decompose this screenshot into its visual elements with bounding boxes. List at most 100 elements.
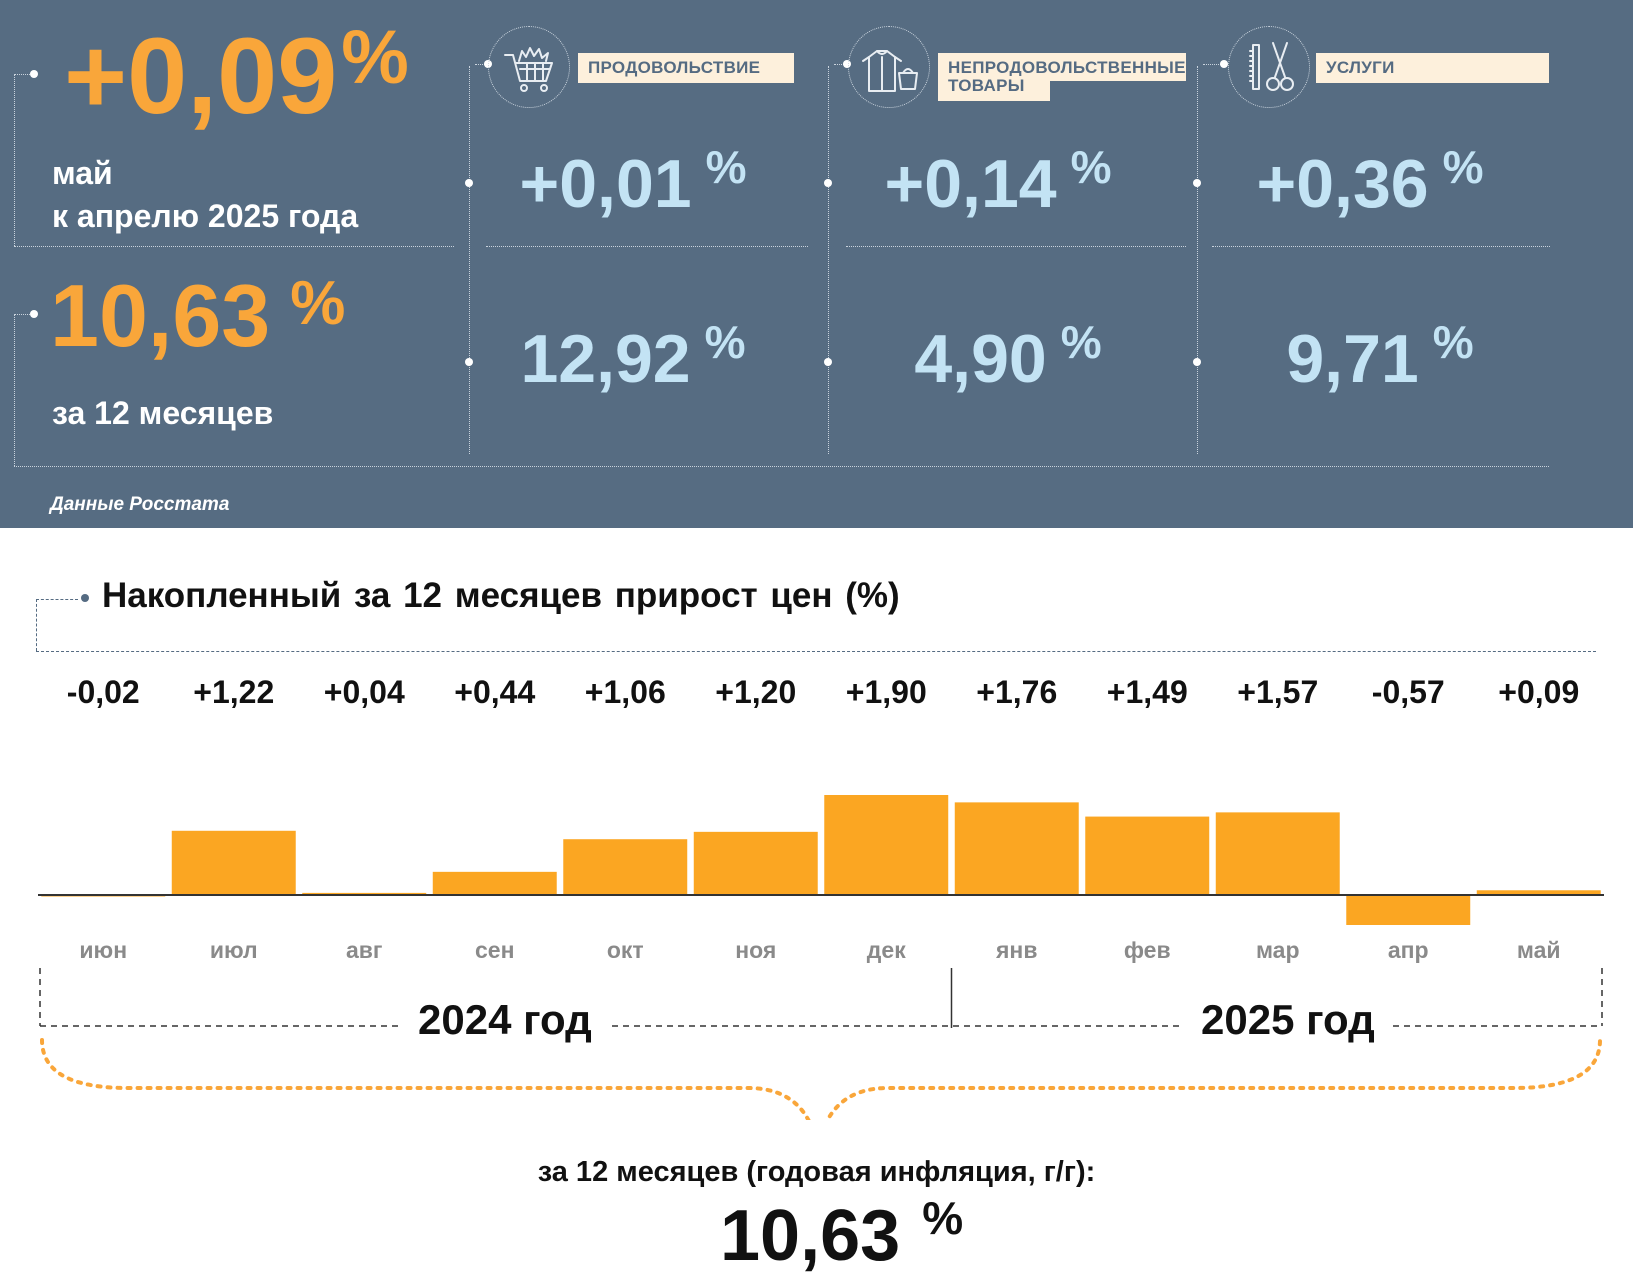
frame-line [14, 74, 34, 75]
connector-dot [30, 70, 38, 78]
annual-inflation-value: 10,63% [720, 1192, 964, 1277]
column-divider [469, 66, 470, 454]
connector-dot [465, 179, 473, 187]
value-label-фев: +1,49 [1107, 674, 1188, 710]
value-label-сен: +0,44 [454, 674, 535, 710]
nonfood-annual-unit: % [1060, 316, 1102, 368]
month-label-фев: фев [1124, 937, 1171, 963]
month-label-июн: июн [79, 937, 127, 963]
month-label-мар: мар [1256, 937, 1300, 963]
column-divider [1197, 66, 1198, 454]
annual-change-number: 10,63 [50, 266, 271, 365]
monthly-label-month: май [52, 155, 113, 191]
value-label-авг: +0,04 [324, 674, 405, 710]
month-label-май: май [1517, 937, 1561, 963]
frame-line [14, 466, 1549, 467]
connector-dot [30, 310, 38, 318]
annual-change-value: 10,63% [50, 272, 345, 360]
title-connector [36, 599, 37, 651]
month-label-окт: окт [607, 937, 644, 963]
category-tag-food: ПРОДОВОЛЬСТВИЕ [578, 53, 794, 83]
food-monthly-unit: % [705, 141, 747, 193]
frame-line [14, 246, 454, 247]
data-source-note: Данные Росстата [50, 494, 230, 515]
summary-panel: +0,09% май к апрелю 2025 года 10,63% за … [0, 0, 1633, 528]
monthly-change-value: +0,09% [64, 20, 409, 130]
food-monthly-number: +0,01 [519, 146, 692, 222]
value-label-ноя: +1,20 [715, 674, 796, 710]
bar-chart: -0,02 июн +1,22 июл +0,04 авг +0,44 сен +1,06 окт… [38, 674, 1604, 1120]
month-label-янв: янв [995, 937, 1037, 963]
bar-ноя [693, 831, 818, 895]
connector-dot [1193, 179, 1201, 187]
connector-dot [824, 358, 832, 366]
bar-апр [1346, 895, 1471, 925]
month-label-авг: авг [346, 937, 383, 963]
annual-change-label: за 12 месяцев [52, 395, 274, 431]
value-label-май: +0,09 [1498, 674, 1579, 710]
month-label-апр: апр [1388, 937, 1429, 963]
services-annual-unit: % [1432, 316, 1474, 368]
food-annual-unit: % [704, 316, 746, 368]
annual-inflation-number: 10,63 [720, 1196, 901, 1276]
bar-мар [1215, 812, 1340, 895]
title-dot [81, 594, 89, 602]
value-label-мар: +1,57 [1237, 674, 1318, 710]
frame-line [834, 64, 848, 65]
services-annual-value: 9,71% [1230, 319, 1530, 393]
frame-line [14, 74, 15, 246]
value-label-июн: -0,02 [67, 674, 140, 710]
shopping-cart-icon [488, 26, 570, 108]
category-tag-nonfood-line1: НЕПРОДОВОЛЬСТВЕННЫЕ [948, 58, 1186, 77]
connector-dot [843, 60, 851, 68]
bar-авг [302, 892, 427, 895]
month-label-июл: июл [210, 937, 258, 963]
monthly-change-unit: % [341, 15, 409, 100]
monthly-label-comparison: к апрелю 2025 года [52, 198, 359, 234]
row-divider [846, 246, 1186, 247]
frame-line [475, 64, 489, 65]
connector-dot [1220, 60, 1228, 68]
food-annual-number: 12,92 [520, 321, 691, 397]
category-tag-services: УСЛУГИ [1316, 53, 1549, 83]
year-label-2024: 2024 год [400, 996, 610, 1044]
monthly-change-label: май к апрелю 2025 года [52, 152, 358, 238]
month-label-сен: сен [475, 937, 514, 963]
category-tag-nonfood: НЕПРОДОВОЛЬСТВЕННЫЕ [938, 53, 1186, 81]
row-divider [486, 246, 808, 247]
bar-дек [824, 795, 949, 895]
title-underline [36, 651, 1596, 652]
bar-окт [563, 839, 688, 895]
food-annual-value: 12,92% [488, 319, 778, 393]
monthly-change-number: +0,09 [64, 15, 338, 136]
category-tag-nonfood-wrap: ТОВАРЫ [938, 76, 1050, 101]
value-label-июл: +1,22 [193, 674, 274, 710]
connector-dot [824, 179, 832, 187]
column-divider [828, 66, 829, 454]
year-label-2025: 2025 год [1183, 996, 1393, 1044]
value-label-апр: -0,57 [1372, 674, 1445, 710]
nonfood-monthly-value: +0,14% [848, 144, 1148, 218]
scissors-comb-icon [1228, 26, 1310, 108]
food-monthly-value: +0,01% [488, 144, 778, 218]
bar-фев [1085, 816, 1210, 895]
frame-line [14, 314, 15, 466]
category-tag-nonfood-line2: ТОВАРЫ [948, 76, 1025, 95]
value-label-янв: +1,76 [976, 674, 1057, 710]
nonfood-monthly-unit: % [1070, 141, 1112, 193]
services-monthly-number: +0,36 [1256, 146, 1429, 222]
annual-inflation-unit: % [922, 1192, 964, 1244]
nonfood-monthly-number: +0,14 [884, 146, 1057, 222]
connector-dot [465, 358, 473, 366]
nonfood-annual-number: 4,90 [914, 321, 1047, 397]
month-label-дек: дек [867, 937, 906, 963]
value-label-окт: +1,06 [585, 674, 666, 710]
clothing-icon [848, 26, 930, 108]
annual-change-unit: % [290, 269, 346, 338]
bar-сен [432, 871, 557, 895]
nonfood-annual-value: 4,90% [858, 319, 1158, 393]
connector-dot [1193, 358, 1201, 366]
services-annual-number: 9,71 [1286, 321, 1419, 397]
bar-июл [171, 830, 296, 895]
bar-янв [954, 802, 1079, 895]
